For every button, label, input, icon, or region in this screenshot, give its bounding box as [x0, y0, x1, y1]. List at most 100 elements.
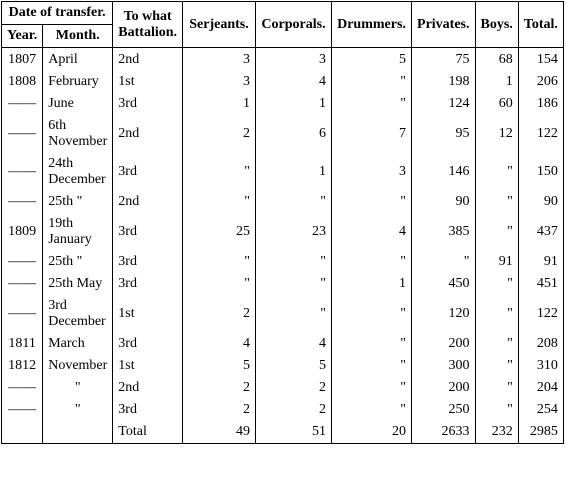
table-cell: 75 — [411, 47, 476, 71]
table-cell: 1809 — [0, 213, 44, 251]
table-cell: " — [474, 377, 519, 399]
table-cell: 1 — [255, 93, 333, 115]
table-cell: " — [331, 399, 413, 421]
table-cell: 437 — [517, 213, 564, 251]
table-cell: 91 — [517, 251, 564, 273]
table-cell: 3rd — [112, 399, 184, 421]
table-cell: 198 — [411, 71, 476, 93]
table-cell: —— — [0, 153, 44, 191]
table-cell: 208 — [517, 333, 564, 355]
table-cell: 2 — [182, 115, 257, 153]
table-cell: " — [331, 93, 413, 115]
table-row: —— 24th December 3rd " 1 3 146 " 150 — [0, 153, 564, 191]
table-row: Total 49 51 20 2633 232 2985 — [0, 421, 564, 444]
table-cell: 3rd December — [42, 295, 114, 333]
table-cell: " — [474, 333, 519, 355]
table-cell: 3rd — [112, 333, 184, 355]
table-cell: 3 — [182, 71, 257, 93]
table-cell: —— — [0, 377, 44, 399]
table-cell: —— — [0, 273, 44, 295]
table-cell: 1811 — [0, 333, 44, 355]
table-cell: " — [331, 71, 413, 93]
table-cell: " — [331, 333, 413, 355]
table-cell: 95 — [411, 115, 476, 153]
table-cell: 254 — [517, 399, 564, 421]
table-cell: 1 — [474, 71, 519, 93]
table-cell: 200 — [411, 377, 476, 399]
table-cell: 25th " — [42, 191, 114, 213]
table-cell: 2 — [255, 399, 333, 421]
table-cell: April — [42, 47, 114, 71]
table-cell — [0, 421, 44, 444]
table-cell: February — [42, 71, 114, 93]
table-cell: 300 — [411, 355, 476, 377]
table-cell: Total — [112, 421, 184, 444]
table-cell: 122 — [517, 295, 564, 333]
table-cell: 2nd — [112, 377, 184, 399]
table-cell: " — [331, 295, 413, 333]
table-cell: 90 — [517, 191, 564, 213]
table-cell: " — [255, 251, 333, 273]
table-cell: " — [255, 273, 333, 295]
table-cell: " — [474, 355, 519, 377]
table-cell: " — [474, 295, 519, 333]
table-cell: " — [255, 295, 333, 333]
table-cell: 186 — [517, 93, 564, 115]
table-cell: 68 — [474, 47, 519, 71]
table-cell: " — [255, 191, 333, 213]
table-cell: 19th January — [42, 213, 114, 251]
table-cell: 2 — [182, 295, 257, 333]
table-cell: " — [331, 377, 413, 399]
table-cell: 3rd — [112, 213, 184, 251]
table-cell: " — [331, 355, 413, 377]
table-row: —— 6th November 2nd 2 6 7 95 12 122 — [0, 115, 564, 153]
table-cell: 385 — [411, 213, 476, 251]
column-header: Month. — [42, 24, 114, 48]
table-cell: " — [182, 273, 257, 295]
table-cell: 5 — [331, 47, 413, 71]
table-cell: " — [331, 251, 413, 273]
table-cell: 204 — [517, 377, 564, 399]
table-cell: 60 — [474, 93, 519, 115]
table-row: —— 25th May 3rd " " 1 450 " 451 — [0, 273, 564, 295]
table-cell: " — [411, 251, 476, 273]
column-header: Boys. — [474, 1, 519, 48]
table-cell: 250 — [411, 399, 476, 421]
table-cell: " — [474, 213, 519, 251]
table-cell: 232 — [474, 421, 519, 444]
table-cell: 12 — [474, 115, 519, 153]
table-cell: 1808 — [0, 71, 44, 93]
table-cell: 6th November — [42, 115, 114, 153]
table-cell: 122 — [517, 115, 564, 153]
table-cell: 25th " — [42, 251, 114, 273]
table-cell: " — [474, 273, 519, 295]
table-cell: 90 — [411, 191, 476, 213]
table-cell: " — [182, 191, 257, 213]
table-cell: 4 — [255, 71, 333, 93]
table-cell: 4 — [182, 333, 257, 355]
table-cell: 2 — [182, 399, 257, 421]
table-row: —— " 3rd 2 2 " 250 " 254 — [0, 399, 564, 421]
table-row: 1811 March 3rd 4 4 " 200 " 208 — [0, 333, 564, 355]
table-cell: 451 — [517, 273, 564, 295]
table-cell: 120 — [411, 295, 476, 333]
table-cell: 124 — [411, 93, 476, 115]
table-cell: 6 — [255, 115, 333, 153]
table-cell: " — [474, 191, 519, 213]
table-cell: 200 — [411, 333, 476, 355]
table-cell: 310 — [517, 355, 564, 377]
table-cell: 1st — [112, 355, 184, 377]
table-cell: —— — [0, 191, 44, 213]
table-cell: November — [42, 355, 114, 377]
table-cell: —— — [0, 251, 44, 273]
table-cell: 1807 — [0, 47, 44, 71]
table-cell: —— — [0, 399, 44, 421]
column-header: To what Battalion. — [112, 1, 184, 48]
table-row: —— 3rd December 1st 2 " " 120 " 122 — [0, 295, 564, 333]
table-row: 1808 February 1st 3 4 " 198 1 206 — [0, 71, 564, 93]
table-cell: " — [182, 153, 257, 191]
table-cell: 2633 — [411, 421, 476, 444]
group-header: Date of transfer. — [0, 1, 114, 25]
table-row: 1809 19th January 3rd 25 23 4 385 " 437 — [0, 213, 564, 251]
table-cell: 4 — [255, 333, 333, 355]
